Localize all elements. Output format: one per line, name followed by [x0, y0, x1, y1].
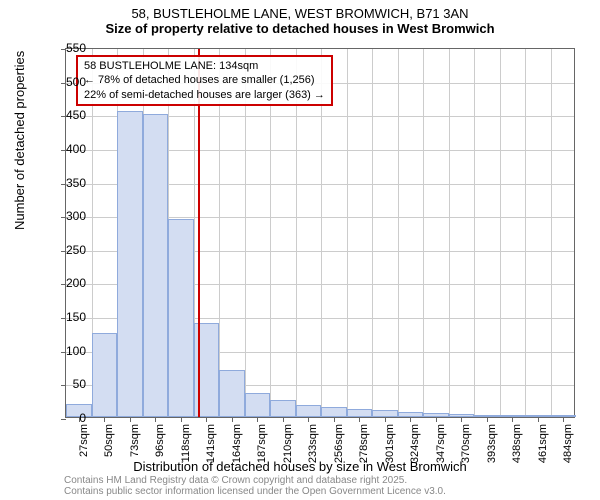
x-tick-label: 370sqm: [460, 424, 472, 464]
histogram-bar: [117, 111, 143, 417]
annotation-line2: ← 78% of detached houses are smaller (1,…: [84, 73, 325, 87]
gridline-v: [525, 49, 526, 417]
y-tick-label: 450: [46, 108, 86, 122]
x-tick-label: 233sqm: [307, 424, 319, 464]
histogram-bar: [92, 333, 118, 417]
y-tick-label: 50: [46, 377, 86, 391]
x-tick-label: 73sqm: [129, 424, 141, 464]
x-tick-label: 187sqm: [256, 424, 268, 464]
x-tick-label: 347sqm: [435, 424, 447, 464]
y-tick-label: 250: [46, 243, 86, 257]
x-tick-label: 27sqm: [78, 424, 90, 464]
x-tick-label: 164sqm: [231, 424, 243, 464]
histogram-bar: [168, 219, 194, 417]
gridline-v: [474, 49, 475, 417]
x-tick-label: 393sqm: [486, 424, 498, 464]
x-axis-label: Distribution of detached houses by size …: [0, 459, 600, 474]
x-tick-label: 256sqm: [333, 424, 345, 464]
gridline-v: [347, 49, 348, 417]
chart-plot-area: 58 BUSTLEHOLME LANE: 134sqm← 78% of deta…: [65, 48, 575, 418]
y-tick-label: 550: [46, 41, 86, 55]
annotation-box: 58 BUSTLEHOLME LANE: 134sqm← 78% of deta…: [76, 55, 333, 106]
histogram-bar: [372, 410, 398, 417]
gridline-v: [423, 49, 424, 417]
histogram-bar: [347, 409, 373, 417]
x-tick-label: 438sqm: [511, 424, 523, 464]
y-tick-label: 0: [46, 411, 86, 425]
annotation-line1: 58 BUSTLEHOLME LANE: 134sqm: [84, 59, 325, 73]
x-tick-label: 461sqm: [537, 424, 549, 464]
x-tick-label: 210sqm: [282, 424, 294, 464]
y-tick-label: 150: [46, 310, 86, 324]
histogram-bar: [194, 323, 220, 417]
y-tick-label: 300: [46, 209, 86, 223]
histogram-bar: [245, 393, 271, 417]
footer-line1: Contains HM Land Registry data © Crown c…: [64, 475, 446, 486]
x-tick-label: 118sqm: [180, 424, 192, 464]
chart-title: 58, BUSTLEHOLME LANE, WEST BROMWICH, B71…: [0, 6, 600, 21]
chart-subtitle: Size of property relative to detached ho…: [0, 21, 600, 36]
x-tick-label: 324sqm: [409, 424, 421, 464]
y-tick-label: 200: [46, 276, 86, 290]
histogram-bar: [321, 407, 347, 417]
histogram-bar: [296, 405, 322, 417]
gridline-v: [398, 49, 399, 417]
y-axis-label: Number of detached properties: [12, 51, 27, 230]
y-tick-label: 500: [46, 75, 86, 89]
x-tick-label: 278sqm: [358, 424, 370, 464]
x-tick-label: 50sqm: [103, 424, 115, 464]
annotation-line3: 22% of semi-detached houses are larger (…: [84, 88, 325, 102]
y-tick-label: 100: [46, 344, 86, 358]
gridline-v: [372, 49, 373, 417]
gridline-v: [500, 49, 501, 417]
x-tick-label: 301sqm: [384, 424, 396, 464]
footer-line2: Contains public sector information licen…: [64, 486, 446, 497]
gridline-v: [551, 49, 552, 417]
histogram-bar: [143, 114, 169, 417]
histogram-bar: [270, 400, 296, 417]
histogram-bar: [219, 370, 245, 417]
footer-attribution: Contains HM Land Registry data © Crown c…: [64, 475, 446, 497]
x-tick-label: 141sqm: [205, 424, 217, 464]
x-tick-label: 484sqm: [562, 424, 574, 464]
y-tick-label: 350: [46, 176, 86, 190]
y-tick-label: 400: [46, 142, 86, 156]
gridline-v: [449, 49, 450, 417]
x-tick-label: 96sqm: [154, 424, 166, 464]
